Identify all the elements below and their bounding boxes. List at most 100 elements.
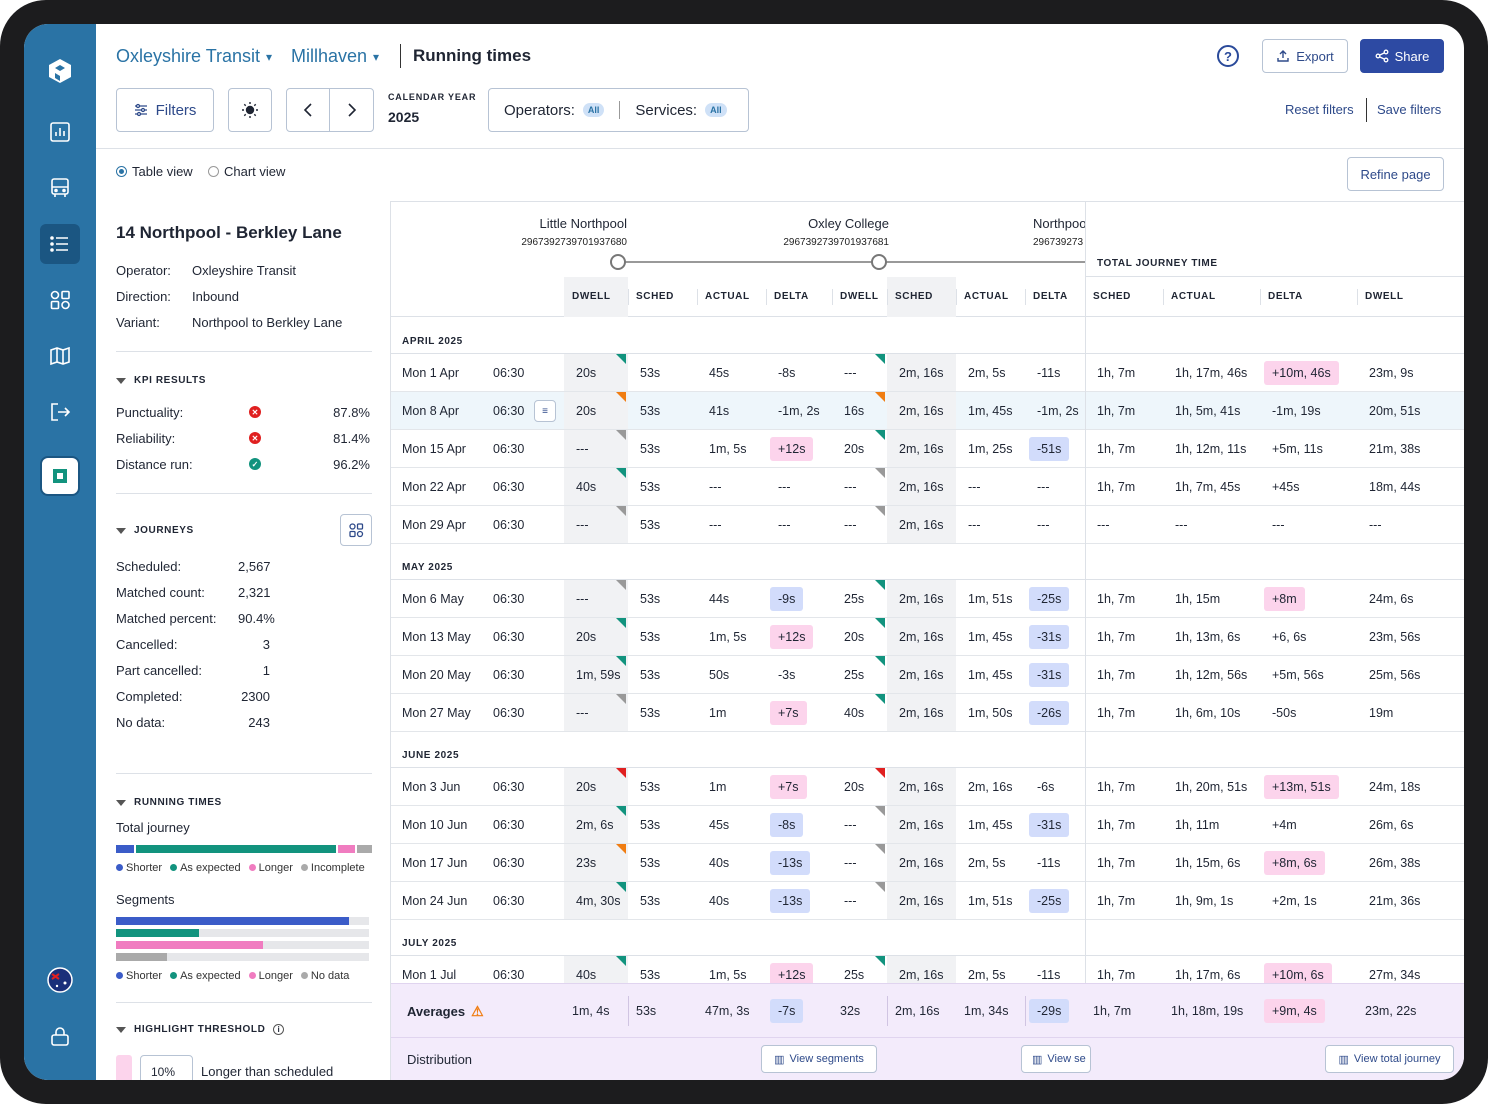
cell-text: ---	[1037, 517, 1050, 532]
total-journey-bar	[116, 845, 372, 853]
table-row[interactable]: Mon 13 May 06:30 20s 53s 1m, 5s +12s 20s 2m, 16…	[391, 618, 1464, 656]
row-date: Mon 1 Apr	[402, 365, 459, 380]
bar-chart-icon: ▥	[1338, 1053, 1349, 1066]
calendar-year[interactable]: CALENDAR YEAR 2025	[388, 92, 476, 125]
cell-value: 25s	[844, 580, 864, 617]
prev-period-button[interactable]	[287, 89, 331, 131]
theme-toggle[interactable]	[228, 88, 272, 132]
cell-value: 2m, 16s	[899, 882, 943, 919]
cell-value: 40s	[844, 694, 864, 731]
cell-value: 1h, 7m	[1097, 768, 1135, 805]
table-row[interactable]: Mon 29 Apr 06:30 --- 53s --- --- --- 2m, 16s ---…	[391, 506, 1464, 544]
app-screen: Oxleyshire Transit ▾ Millhaven ▾ Running…	[24, 24, 1464, 1080]
caret-down-icon	[116, 527, 126, 534]
threshold-input[interactable]: 10%	[140, 1055, 193, 1080]
reset-filters-link[interactable]: Reset filters	[1285, 102, 1354, 117]
dashboard-icon[interactable]	[42, 114, 78, 150]
status-flag-icon	[875, 468, 885, 478]
cell-text: 53s	[640, 591, 661, 606]
share-button[interactable]: Share	[1360, 39, 1444, 73]
cell-value: 1h, 15m, 6s	[1175, 844, 1240, 881]
cell-value: -1m, 19s	[1272, 392, 1321, 429]
table-row[interactable]: Mon 24 Jun 06:30 4m, 30s 53s 40s -13s --- 2m, 1…	[391, 882, 1464, 920]
cell-value: 16s	[844, 392, 864, 429]
cell-value: 53s	[640, 806, 660, 843]
radio-selected-icon	[116, 166, 127, 177]
cell-value: 1h, 7m	[1097, 354, 1135, 391]
cell-value: 40s	[576, 468, 596, 505]
region-flag-icon[interactable]	[42, 962, 78, 998]
row-settings-icon[interactable]: ≡	[534, 400, 556, 422]
logout-icon[interactable]	[42, 394, 78, 430]
brand-app-icon[interactable]	[40, 456, 80, 496]
table-row[interactable]: Mon 22 Apr 06:30 40s 53s --- --- --- 2m, 16s ---…	[391, 468, 1464, 506]
filters-button[interactable]: Filters	[116, 88, 214, 132]
cell-text: 1m, 5s	[709, 629, 747, 644]
journeys-options-button[interactable]	[340, 514, 372, 546]
delta-badge: +8m	[1264, 586, 1305, 611]
table-row[interactable]: Mon 8 Apr 06:30 ≡ 20s 53s 41s -1m, 2s 16s 2m, 16…	[391, 392, 1464, 430]
column-shade	[887, 768, 956, 805]
cell-text: ---	[1097, 517, 1110, 532]
region-selector[interactable]: Millhaven ▾	[291, 46, 379, 67]
warning-icon[interactable]: ⚠	[471, 1003, 484, 1019]
running-times-title: RUNNING TIMES	[134, 797, 222, 808]
view-segments-button-2[interactable]: ▥ View se	[1021, 1045, 1091, 1073]
lock-icon[interactable]	[42, 1018, 78, 1054]
stop-id: 2967392739701937681	[783, 237, 889, 248]
operators-label: Operators:	[504, 101, 575, 119]
services-pill: All	[705, 103, 727, 117]
help-icon[interactable]: ?	[1217, 45, 1239, 67]
org-selector[interactable]: Oxleyshire Transit ▾	[116, 46, 272, 67]
journeys-section-toggle[interactable]: JOURNEYS	[116, 525, 372, 536]
status-flag-icon	[616, 354, 626, 364]
save-filters-link[interactable]: Save filters	[1377, 102, 1442, 117]
view-total-journey-button[interactable]: ▥ View total journey	[1325, 1045, 1454, 1073]
legend-dot	[248, 864, 256, 871]
table-row[interactable]: Mon 20 May 06:30 1m, 59s 53s 50s -3s 25s 2m, 16…	[391, 656, 1464, 694]
running-times-section-toggle[interactable]: RUNNING TIMES	[116, 797, 372, 808]
chart-view-radio[interactable]: Chart view	[208, 164, 285, 179]
list-icon[interactable]	[40, 224, 80, 264]
cell-text: 25s	[844, 967, 865, 982]
info-icon[interactable]: i	[273, 1024, 285, 1035]
table-row[interactable]: Mon 6 May 06:30 --- 53s 44s -9s 25s 2m, 16s 1m, …	[391, 580, 1464, 618]
table-row[interactable]: Mon 27 May 06:30 --- 53s 1m +7s 40s 2m, 16s 1m, …	[391, 694, 1464, 732]
view-segments-button[interactable]: ▥ View segments	[761, 1045, 877, 1073]
cell-text: ---	[576, 441, 589, 456]
journey-stat-value: 1	[262, 663, 270, 678]
cell-text: 53s	[640, 705, 661, 720]
cell-value: +5m, 11s	[1272, 430, 1323, 467]
map-icon[interactable]	[42, 338, 78, 374]
cell-value: 20s	[576, 354, 596, 391]
cell-text: 1h, 13m, 6s	[1175, 629, 1241, 644]
cell-value: +6, 6s	[1272, 618, 1306, 655]
refine-page-button[interactable]: Refine page	[1347, 157, 1444, 191]
column-separator	[628, 996, 629, 1026]
kpi-section-toggle[interactable]: KPI RESULTS	[116, 375, 372, 386]
status-flag-icon	[875, 656, 885, 666]
table-row[interactable]: Mon 3 Jun 06:30 20s 53s 1m +7s 20s 2m, 16s 2m, 1…	[391, 768, 1464, 806]
cell-value: ---	[576, 506, 589, 543]
export-button[interactable]: Export	[1262, 39, 1348, 73]
app-logo-icon[interactable]	[42, 53, 78, 89]
bus-icon[interactable]	[42, 170, 78, 206]
apps-icon[interactable]	[42, 282, 78, 318]
table-view-radio[interactable]: Table view	[116, 164, 193, 179]
cell-text: 40s	[576, 479, 597, 494]
cell-text: -6s	[1037, 779, 1055, 794]
table-row[interactable]: Mon 1 Apr 06:30 20s 53s 45s -8s --- 2m, 16s 2m, …	[391, 354, 1464, 392]
next-period-button[interactable]	[330, 89, 373, 131]
table-row[interactable]: Mon 15 Apr 06:30 --- 53s 1m, 5s +12s 20s 2m, 16…	[391, 430, 1464, 468]
cell-value: -31s	[1029, 656, 1070, 693]
cell-text: +6, 6s	[1272, 629, 1307, 644]
table-row[interactable]: Mon 10 Jun 06:30 2m, 6s 53s 45s -8s --- 2m, 16s…	[391, 806, 1464, 844]
row-date: Mon 17 Jun	[402, 855, 468, 870]
status-flag-icon	[616, 844, 626, 854]
scope-filter[interactable]: Operators: All Services: All	[488, 88, 749, 132]
row-date: Mon 24 Jun	[402, 893, 468, 908]
average-value: 1h, 7m	[1093, 992, 1131, 1029]
journey-stat-value: 2,567	[238, 559, 271, 574]
threshold-section-toggle[interactable]: HIGHLIGHT THRESHOLD i	[116, 1024, 372, 1035]
table-row[interactable]: Mon 17 Jun 06:30 23s 53s 40s -13s --- 2m, 16s 2m…	[391, 844, 1464, 882]
